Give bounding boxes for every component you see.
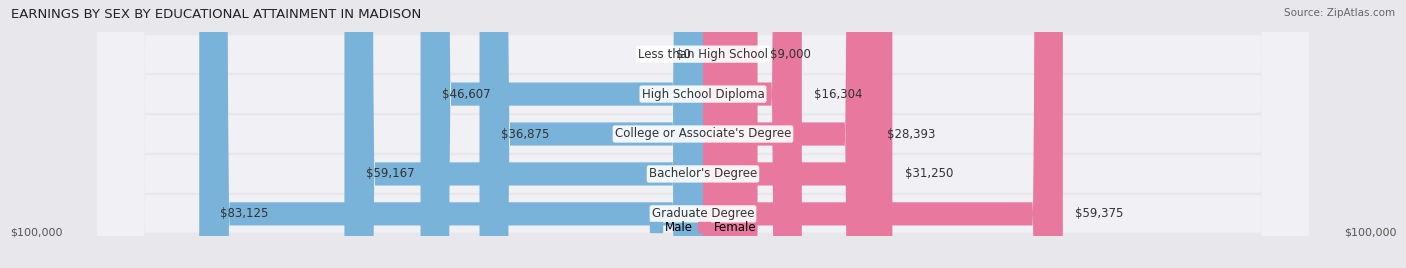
Text: $16,304: $16,304 (814, 88, 862, 100)
FancyBboxPatch shape (703, 0, 758, 268)
FancyBboxPatch shape (703, 0, 1063, 268)
Text: $59,375: $59,375 (1076, 207, 1123, 220)
FancyBboxPatch shape (97, 0, 1309, 268)
Text: High School Diploma: High School Diploma (641, 88, 765, 100)
Text: $0: $0 (676, 48, 690, 61)
Text: $46,607: $46,607 (441, 88, 491, 100)
Text: $59,167: $59,167 (366, 168, 415, 180)
Text: $9,000: $9,000 (769, 48, 810, 61)
Text: EARNINGS BY SEX BY EDUCATIONAL ATTAINMENT IN MADISON: EARNINGS BY SEX BY EDUCATIONAL ATTAINMEN… (11, 8, 422, 21)
Legend: Male, Female: Male, Female (650, 221, 756, 234)
Text: $36,875: $36,875 (501, 128, 550, 140)
FancyBboxPatch shape (200, 0, 703, 268)
FancyBboxPatch shape (703, 0, 875, 268)
Text: Source: ZipAtlas.com: Source: ZipAtlas.com (1284, 8, 1395, 18)
FancyBboxPatch shape (97, 0, 1309, 268)
FancyBboxPatch shape (97, 0, 1309, 268)
Text: $28,393: $28,393 (887, 128, 935, 140)
FancyBboxPatch shape (97, 0, 1309, 268)
Text: $100,000: $100,000 (1344, 228, 1396, 237)
Text: $31,250: $31,250 (904, 168, 953, 180)
FancyBboxPatch shape (703, 0, 893, 268)
FancyBboxPatch shape (703, 0, 801, 268)
Text: Graduate Degree: Graduate Degree (652, 207, 754, 220)
FancyBboxPatch shape (479, 0, 703, 268)
FancyBboxPatch shape (420, 0, 703, 268)
Text: Bachelor's Degree: Bachelor's Degree (650, 168, 756, 180)
Text: College or Associate's Degree: College or Associate's Degree (614, 128, 792, 140)
Text: $100,000: $100,000 (10, 228, 62, 237)
FancyBboxPatch shape (97, 0, 1309, 268)
FancyBboxPatch shape (344, 0, 703, 268)
Text: Less than High School: Less than High School (638, 48, 768, 61)
Text: $83,125: $83,125 (221, 207, 269, 220)
